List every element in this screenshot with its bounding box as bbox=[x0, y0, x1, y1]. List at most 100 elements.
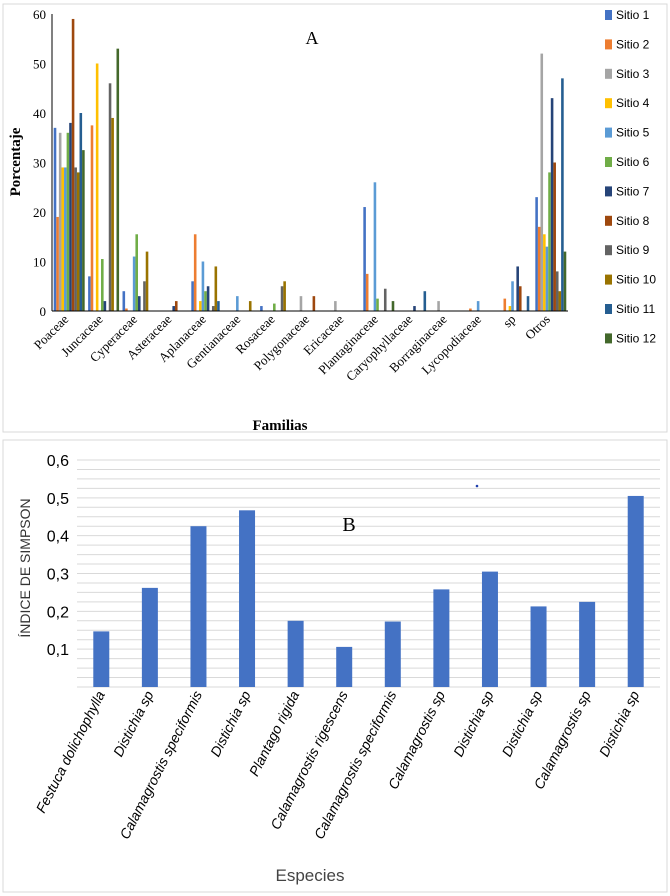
chart-a-bar bbox=[193, 234, 197, 311]
chart-a-bar bbox=[537, 226, 541, 311]
chart-b-y-tick-label: 0,3 bbox=[47, 567, 69, 584]
chart-a-legend-label: Sitio 12 bbox=[616, 331, 656, 345]
chart-a-x-tick-label: Otros bbox=[522, 312, 553, 343]
chart-b-bar bbox=[433, 589, 450, 687]
chart-b-bar bbox=[627, 495, 644, 687]
chart-a-legend-swatch bbox=[605, 304, 612, 314]
chart-a-bar bbox=[518, 286, 522, 311]
chart-a-x-tick-label: sp bbox=[500, 312, 519, 331]
chart-a-bar bbox=[204, 291, 207, 311]
chart-b-x-tick-label: Plantago rigida bbox=[246, 688, 303, 779]
chart-a-bar bbox=[191, 281, 194, 311]
chart-a-bar bbox=[125, 308, 128, 311]
chart-a-bar bbox=[248, 301, 252, 311]
chart-a-bar bbox=[413, 306, 416, 311]
chart-a-bar bbox=[122, 291, 126, 311]
chart-a-bar bbox=[511, 281, 514, 311]
chart-a-bar bbox=[535, 197, 538, 311]
chart-a-legend-swatch bbox=[605, 157, 612, 167]
chart-b-bar bbox=[530, 606, 547, 687]
chart-a-bar bbox=[363, 207, 366, 311]
chart-a-bar bbox=[383, 288, 387, 311]
chart-a-bar bbox=[71, 18, 75, 311]
chart-a-bar bbox=[543, 234, 546, 311]
chart-b-x-tick-label: Distichia sp bbox=[596, 688, 643, 759]
chart-a-legend-swatch bbox=[605, 274, 612, 285]
chart-a-bar bbox=[516, 266, 519, 311]
chart-a-bar bbox=[145, 251, 149, 311]
chart-a-bar bbox=[95, 63, 99, 311]
chart-a: 0 10 20 30 40 50 60 PoaceaeJuncaceaeCyperaceae… bbox=[2, 3, 668, 434]
chart-b-bar bbox=[384, 621, 401, 687]
chart-b-bar bbox=[190, 526, 207, 687]
chart-a-bar bbox=[217, 301, 220, 311]
chart-a-bar bbox=[74, 167, 77, 311]
chart-a-legend-swatch bbox=[605, 127, 612, 138]
chart-b-y-tick-label: 0,1 bbox=[47, 642, 69, 659]
chart-a-bar bbox=[508, 306, 512, 311]
chart-a-bar bbox=[64, 167, 67, 311]
chart-a-bar bbox=[423, 291, 427, 311]
chart-b: 0,1 0,2 0,3 0,4 0,5 0,6 Festuca dolichophylla… bbox=[2, 439, 668, 893]
chart-b-y-tick-label: 0,2 bbox=[47, 604, 69, 621]
chart-a-x-ticks: PoaceaeJuncaceaeCyperaceaeAsteraceaeApla… bbox=[31, 311, 553, 384]
chart-a-y-tick-label: 10 bbox=[33, 255, 46, 270]
chart-b-gridlines bbox=[77, 459, 660, 688]
chart-b-border bbox=[2, 439, 668, 893]
chart-a-bar bbox=[90, 125, 94, 311]
chart-a-y-ticks: 0 10 20 30 40 50 60 bbox=[33, 7, 46, 319]
chart-b-x-tick-label: Distichia sp bbox=[450, 688, 497, 759]
chart-a-bar bbox=[469, 308, 472, 311]
chart-a-bar bbox=[550, 98, 554, 312]
chart-a-legend-swatch bbox=[605, 98, 612, 109]
chart-a-legend-label: Sitio 8 bbox=[616, 214, 650, 228]
chart-a-bar bbox=[66, 132, 70, 311]
chart-a-legend-label: Sitio 5 bbox=[616, 126, 650, 140]
chart-a-border bbox=[2, 3, 668, 433]
chart-a-bar bbox=[132, 256, 136, 311]
chart-a-bar bbox=[199, 301, 202, 311]
chart-a-bar bbox=[88, 276, 91, 311]
chart-a-bar bbox=[553, 162, 556, 311]
chart-a-bar bbox=[561, 78, 564, 311]
chart-a-legend-label: Sitio 1 bbox=[616, 8, 650, 22]
chart-a-bar bbox=[76, 172, 80, 311]
chart-a-legend: Sitio 1 Sitio 2 Sitio 3 Sitio 4 Sitio 5 Sitio… bbox=[605, 8, 656, 345]
chart-b-bar bbox=[141, 587, 158, 687]
chart-a-y-axis-title: Porcentaje bbox=[8, 127, 24, 196]
chart-a-bar bbox=[391, 301, 395, 311]
chart-b-x-ticks: Festuca dolichophylla Distichia spCalamag… bbox=[33, 688, 643, 842]
chart-a-bar bbox=[61, 167, 65, 311]
chart-a-legend-label: Sitio 10 bbox=[616, 273, 656, 287]
chart-a-bar bbox=[312, 296, 316, 311]
chart-b-y-tick-label: 0,6 bbox=[47, 453, 69, 470]
chart-b-stray-dot bbox=[475, 484, 479, 488]
chart-a-bar bbox=[103, 301, 107, 311]
chart-b-x-axis-title: Especies bbox=[276, 866, 345, 885]
chart-a-bar bbox=[135, 234, 138, 311]
chart-a-legend-label: Sitio 2 bbox=[616, 37, 650, 51]
chart-a-legend-swatch bbox=[605, 10, 612, 20]
chart-a-legend-swatch bbox=[605, 333, 612, 344]
chart-a-y-tick-label: 0 bbox=[40, 304, 47, 319]
chart-b-y-tick-label: 0,4 bbox=[47, 529, 69, 546]
chart-a-bar bbox=[82, 150, 85, 311]
chart-a-bar bbox=[111, 117, 114, 311]
chart-a-bar bbox=[540, 53, 544, 311]
chart-b-bar bbox=[287, 620, 304, 687]
chart-a-bar bbox=[58, 132, 62, 311]
chart-a-bar bbox=[376, 298, 379, 311]
chart-a-legend-label: Sitio 9 bbox=[616, 243, 650, 257]
chart-a-bar bbox=[548, 172, 551, 311]
chart-a-legend-label: Sitio 7 bbox=[616, 184, 650, 198]
chart-a-bar bbox=[545, 246, 549, 311]
chart-a-bar bbox=[273, 303, 276, 311]
chart-a-legend-label: Sitio 6 bbox=[616, 155, 650, 169]
chart-a-bar bbox=[108, 83, 112, 311]
chart-a-legend-swatch bbox=[605, 215, 612, 226]
chart-a-bar bbox=[172, 306, 175, 311]
chart-a-bar bbox=[214, 266, 218, 311]
chart-a-bar bbox=[260, 306, 263, 311]
chart-a-legend-label: Sitio 4 bbox=[616, 96, 650, 110]
chart-a-bar bbox=[138, 296, 141, 311]
